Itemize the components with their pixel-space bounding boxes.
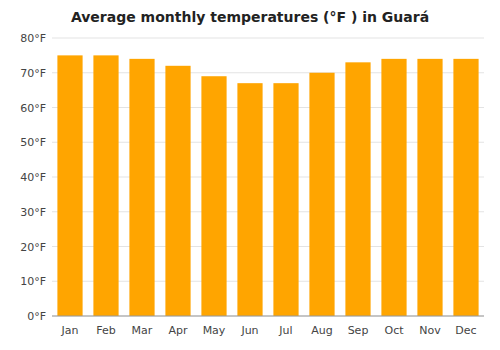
y-tick-label: 30°F xyxy=(20,206,46,219)
bar xyxy=(417,59,442,316)
chart-svg: Average monthly temperatures (°F ) in Gu… xyxy=(0,0,500,350)
bar xyxy=(237,83,262,316)
bar xyxy=(165,66,190,316)
x-axis-line xyxy=(52,316,484,317)
x-tick-label: Nov xyxy=(419,324,441,337)
x-tick-label: Feb xyxy=(96,324,115,337)
x-tick-label: Sep xyxy=(348,324,369,337)
x-tick-label: Oct xyxy=(384,324,404,337)
bar xyxy=(57,55,82,316)
y-tick-label: 0°F xyxy=(27,310,46,323)
bar xyxy=(453,59,478,316)
bar xyxy=(273,83,298,316)
title: Average monthly temperatures (°F ) in Gu… xyxy=(71,9,429,25)
y-tick-label: 70°F xyxy=(20,67,46,80)
y-tick-label: 40°F xyxy=(20,171,46,184)
grid-line xyxy=(52,316,484,317)
y-tick-label: 50°F xyxy=(20,136,46,149)
bar xyxy=(345,62,370,316)
bar xyxy=(201,76,226,316)
x-axis: Jan Feb Mar Apr May Jun Jul Aug Sep Oct Nov Dec xyxy=(52,316,484,337)
grid-line xyxy=(52,38,484,39)
x-tick-label: Jan xyxy=(61,324,79,337)
y-tick-label: 20°F xyxy=(20,241,46,254)
grid xyxy=(52,38,484,316)
bar xyxy=(381,59,406,316)
x-tick-label: Apr xyxy=(168,324,188,337)
x-tick-label: Dec xyxy=(455,324,476,337)
x-tick-label: Jun xyxy=(240,324,258,337)
bars xyxy=(57,55,478,316)
bar xyxy=(93,55,118,316)
x-tick-label: Mar xyxy=(132,324,153,337)
y-tick-label: 60°F xyxy=(20,102,46,115)
y-tick-label: 10°F xyxy=(20,275,46,288)
x-tick-label: Jul xyxy=(278,324,292,337)
x-tick-label: May xyxy=(203,324,226,337)
y-tick-label: 80°F xyxy=(20,32,46,45)
bar xyxy=(309,73,334,316)
x-tick-label: Aug xyxy=(311,324,332,337)
chart-container: Average monthly temperatures (°F ) in Gu… xyxy=(0,0,500,350)
bar xyxy=(129,59,154,316)
y-axis: 0°F 10°F 20°F 30°F 40°F 50°F 60°F 70°F 80°F xyxy=(20,32,46,323)
